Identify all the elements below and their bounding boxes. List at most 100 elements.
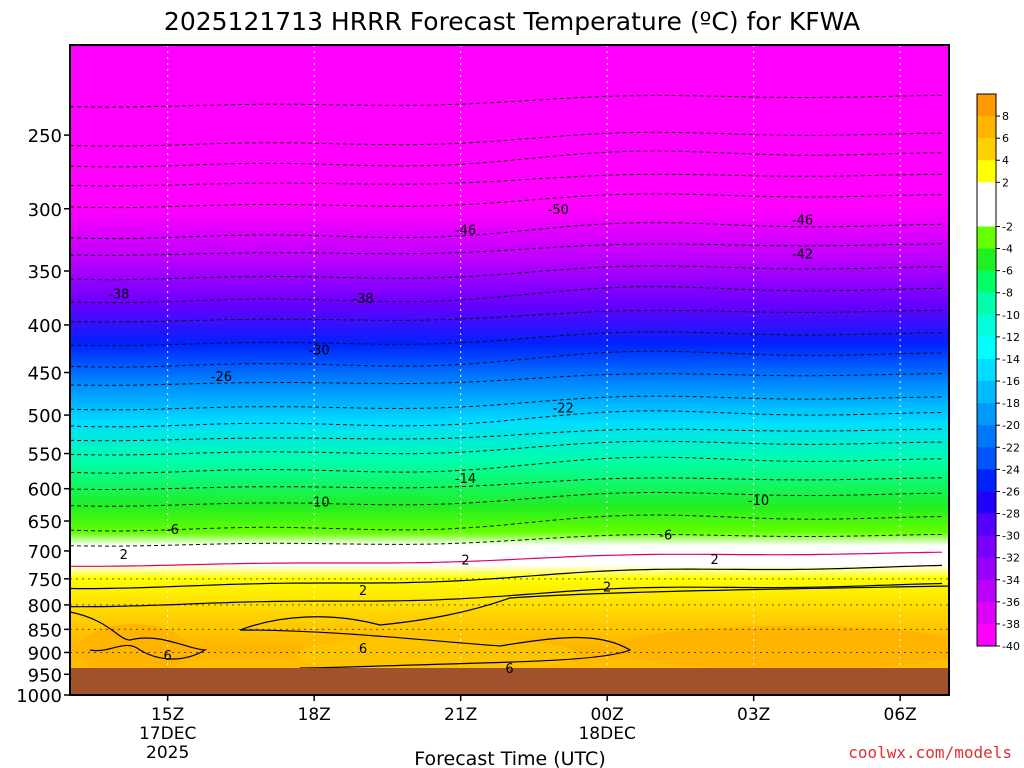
y-tick-label: 500: [28, 406, 62, 427]
y-tick-label: 950: [28, 665, 62, 686]
temperature-field: [70, 45, 949, 695]
contour-label: 2: [120, 548, 128, 563]
contour-label: -26: [211, 370, 232, 385]
colorbar-label: -34: [1002, 574, 1020, 587]
y-tick-label: 700: [28, 542, 62, 563]
colorbar-swatch: [977, 270, 996, 294]
colorbar-swatch: [977, 358, 996, 382]
colorbar-swatch: [977, 579, 996, 603]
colorbar-label: -36: [1002, 596, 1020, 609]
colorbar-swatch: [977, 513, 996, 537]
colorbar-label: 2: [1002, 176, 1009, 189]
isotherm-dashed: [70, 440, 942, 456]
colorbar-swatch: [977, 138, 996, 161]
y-tick-label: 850: [28, 620, 62, 641]
colorbar-label: -12: [1002, 331, 1020, 344]
isotherm-dashed: [70, 373, 943, 386]
colorbar-label: -4: [1002, 243, 1013, 256]
contour-label: 2: [359, 584, 367, 599]
ground-below-surface: [70, 668, 949, 695]
contour-label: 6: [505, 662, 513, 677]
colorbar-label: -40: [1002, 640, 1020, 653]
colorbar-swatch: [977, 204, 996, 227]
contour-label: 2: [710, 553, 718, 568]
colorbar-label: -18: [1002, 397, 1020, 410]
isotherm-solid: [70, 564, 943, 590]
colorbar-swatch: [977, 403, 996, 426]
colorbar-swatch: [977, 469, 996, 492]
isotherm-dashed: [70, 286, 943, 304]
isotherm-dashed: [70, 395, 943, 411]
colorbar-swatch: [977, 292, 996, 316]
y-tick-label: 250: [28, 126, 62, 147]
contour-labels: -50 -46 -46 -42 -38 -38 -30 -26 -22 -14 -10 -10 -6 -6…: [108, 203, 813, 677]
y-tick-label: 400: [28, 316, 62, 337]
plot-area: -50 -46 -46 -42 -38 -38 -30 -26 -22 -14 -10 -10 -6 -6…: [70, 45, 949, 695]
x-axis-label: Forecast Time (UTC): [414, 748, 605, 768]
colorbar-swatch: [977, 94, 996, 117]
contour-label: 6: [359, 642, 367, 657]
chart-title: 2025121713 HRRR Forecast Temperature (ºC…: [164, 7, 860, 36]
x-tick-label: 03Z: [737, 705, 770, 725]
colorbar-swatch: [977, 557, 996, 581]
warm-core-band: [612, 625, 949, 670]
contour-label: -14: [455, 472, 476, 487]
contour-label: -42: [792, 247, 813, 262]
y-tick-label: 900: [28, 643, 62, 664]
contour-label: -10: [748, 494, 769, 509]
y-tick-label: 450: [28, 364, 62, 385]
y-tick-label: 650: [28, 512, 62, 533]
colorbar-swatch: [977, 425, 996, 448]
colorbar-swatch: [977, 535, 996, 559]
isotherm-dashed: [70, 193, 942, 209]
y-tick-label: 350: [28, 262, 62, 283]
contour-label: -22: [553, 402, 574, 417]
colorbar-label: -38: [1002, 618, 1020, 631]
x-tick-label: 00Z: [591, 705, 624, 725]
contour-label: -50: [548, 203, 569, 218]
contour-label: -38: [108, 287, 129, 302]
contour-label: -46: [455, 224, 476, 239]
y-tick-label: 300: [28, 200, 62, 221]
plot-frame: [69, 44, 950, 696]
colorbar-swatch: [977, 314, 996, 338]
colorbar-swatch: [977, 447, 996, 470]
colorbar-swatch: [977, 601, 996, 625]
colorbar-swatch: [977, 182, 996, 205]
contour-label: 2: [461, 554, 469, 569]
x-tick-label: 21Z: [444, 705, 477, 725]
colorbar-label: -8: [1002, 287, 1013, 300]
colorbar-label: -6: [1002, 265, 1013, 278]
contour-label: -38: [352, 292, 373, 307]
isotherm-dashed: [70, 534, 942, 547]
contour-label: -30: [308, 343, 329, 358]
isotherm-dashed: [70, 491, 943, 507]
colorbar-swatch: [977, 248, 996, 272]
isotherm-plus6: [239, 585, 949, 631]
contour-label: 2: [603, 580, 611, 595]
colorbar-label: -14: [1002, 353, 1020, 366]
isotherm-dashed: [70, 265, 943, 281]
colorbar-label: -10: [1002, 309, 1020, 322]
colorbar-label: 6: [1002, 132, 1009, 145]
colorbar-label: -20: [1002, 419, 1020, 432]
colorbar-label: 8: [1002, 110, 1009, 123]
colorbar-legend: 8 6 4 2 -2 -4 -6 -8 -10 -12 -14 -16 -18 -20 -22 -24 -26 -…: [976, 93, 1020, 653]
colorbar-swatch: [977, 491, 996, 515]
isotherm-dashed: [70, 456, 942, 474]
isotherm-dashed: [70, 309, 942, 323]
y-axis: 2503003504004505005506006507007508008509…: [16, 126, 70, 707]
y-tick-label: 750: [28, 570, 62, 591]
contour-label: -6: [166, 523, 179, 538]
contour-label: -10: [308, 495, 329, 510]
y-tick-label: 600: [28, 480, 62, 501]
colorbar-frame: [976, 93, 997, 647]
colorbar-swatch: [977, 116, 996, 139]
contour-label: 6: [164, 649, 172, 664]
isotherm-plus6: [70, 611, 208, 660]
colorbar-label: -22: [1002, 441, 1020, 454]
isotherm-dashed: [70, 477, 943, 490]
isotherm-dashed: [70, 350, 943, 368]
